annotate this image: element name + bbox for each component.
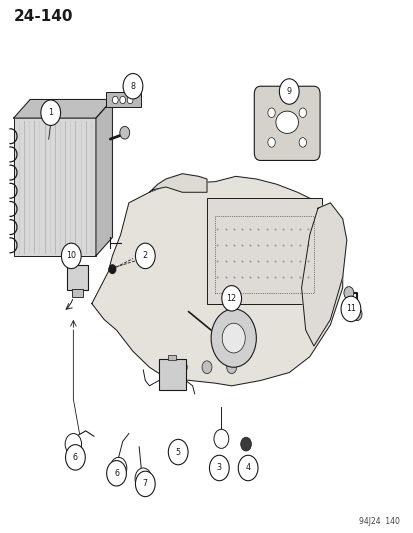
Circle shape [61, 243, 81, 269]
Circle shape [240, 437, 251, 451]
Circle shape [211, 309, 256, 367]
Polygon shape [92, 176, 342, 386]
Polygon shape [14, 100, 112, 118]
Circle shape [127, 96, 133, 104]
Bar [14, 118, 96, 256]
Circle shape [226, 361, 236, 374]
Circle shape [343, 287, 353, 300]
Text: 12: 12 [226, 294, 236, 303]
Circle shape [221, 286, 241, 311]
Text: 3: 3 [216, 464, 221, 472]
Circle shape [222, 323, 244, 353]
Circle shape [177, 361, 187, 374]
Bar [106, 92, 141, 108]
Circle shape [267, 108, 275, 117]
Circle shape [168, 439, 188, 465]
Bar [206, 198, 321, 304]
Bar [67, 265, 88, 290]
Circle shape [237, 455, 257, 481]
Circle shape [267, 138, 275, 147]
Circle shape [202, 361, 211, 374]
Text: 6: 6 [114, 469, 119, 478]
Text: 5: 5 [175, 448, 180, 457]
Circle shape [135, 471, 155, 497]
Circle shape [279, 79, 298, 104]
Text: 6: 6 [73, 453, 78, 462]
Circle shape [340, 296, 360, 321]
Bar [71, 289, 83, 297]
Bar [168, 355, 176, 360]
Circle shape [65, 445, 85, 470]
Ellipse shape [275, 111, 298, 133]
Text: 24-140: 24-140 [14, 10, 73, 25]
Text: 9: 9 [286, 87, 291, 96]
Circle shape [214, 429, 228, 448]
Circle shape [41, 100, 60, 125]
Circle shape [112, 96, 118, 104]
Text: 4: 4 [245, 464, 250, 472]
Circle shape [119, 126, 129, 139]
Circle shape [65, 433, 81, 455]
Circle shape [351, 308, 361, 320]
Bar [159, 359, 185, 390]
Polygon shape [96, 100, 112, 256]
Circle shape [135, 468, 151, 489]
Polygon shape [301, 203, 346, 346]
Circle shape [135, 243, 155, 269]
Circle shape [110, 457, 126, 479]
Polygon shape [149, 174, 206, 192]
Circle shape [209, 455, 229, 481]
Circle shape [298, 108, 306, 117]
Circle shape [109, 265, 115, 273]
Text: 2: 2 [142, 252, 147, 261]
Bar [215, 216, 313, 293]
Text: 10: 10 [66, 252, 76, 261]
Text: 8: 8 [130, 82, 135, 91]
Text: 1: 1 [48, 108, 53, 117]
Circle shape [298, 138, 306, 147]
Text: 7: 7 [142, 479, 147, 488]
Circle shape [119, 96, 125, 104]
FancyBboxPatch shape [254, 86, 319, 160]
Circle shape [123, 74, 142, 99]
Text: 11: 11 [345, 304, 355, 313]
Circle shape [107, 461, 126, 486]
Text: 94J24  140: 94J24 140 [358, 518, 399, 526]
